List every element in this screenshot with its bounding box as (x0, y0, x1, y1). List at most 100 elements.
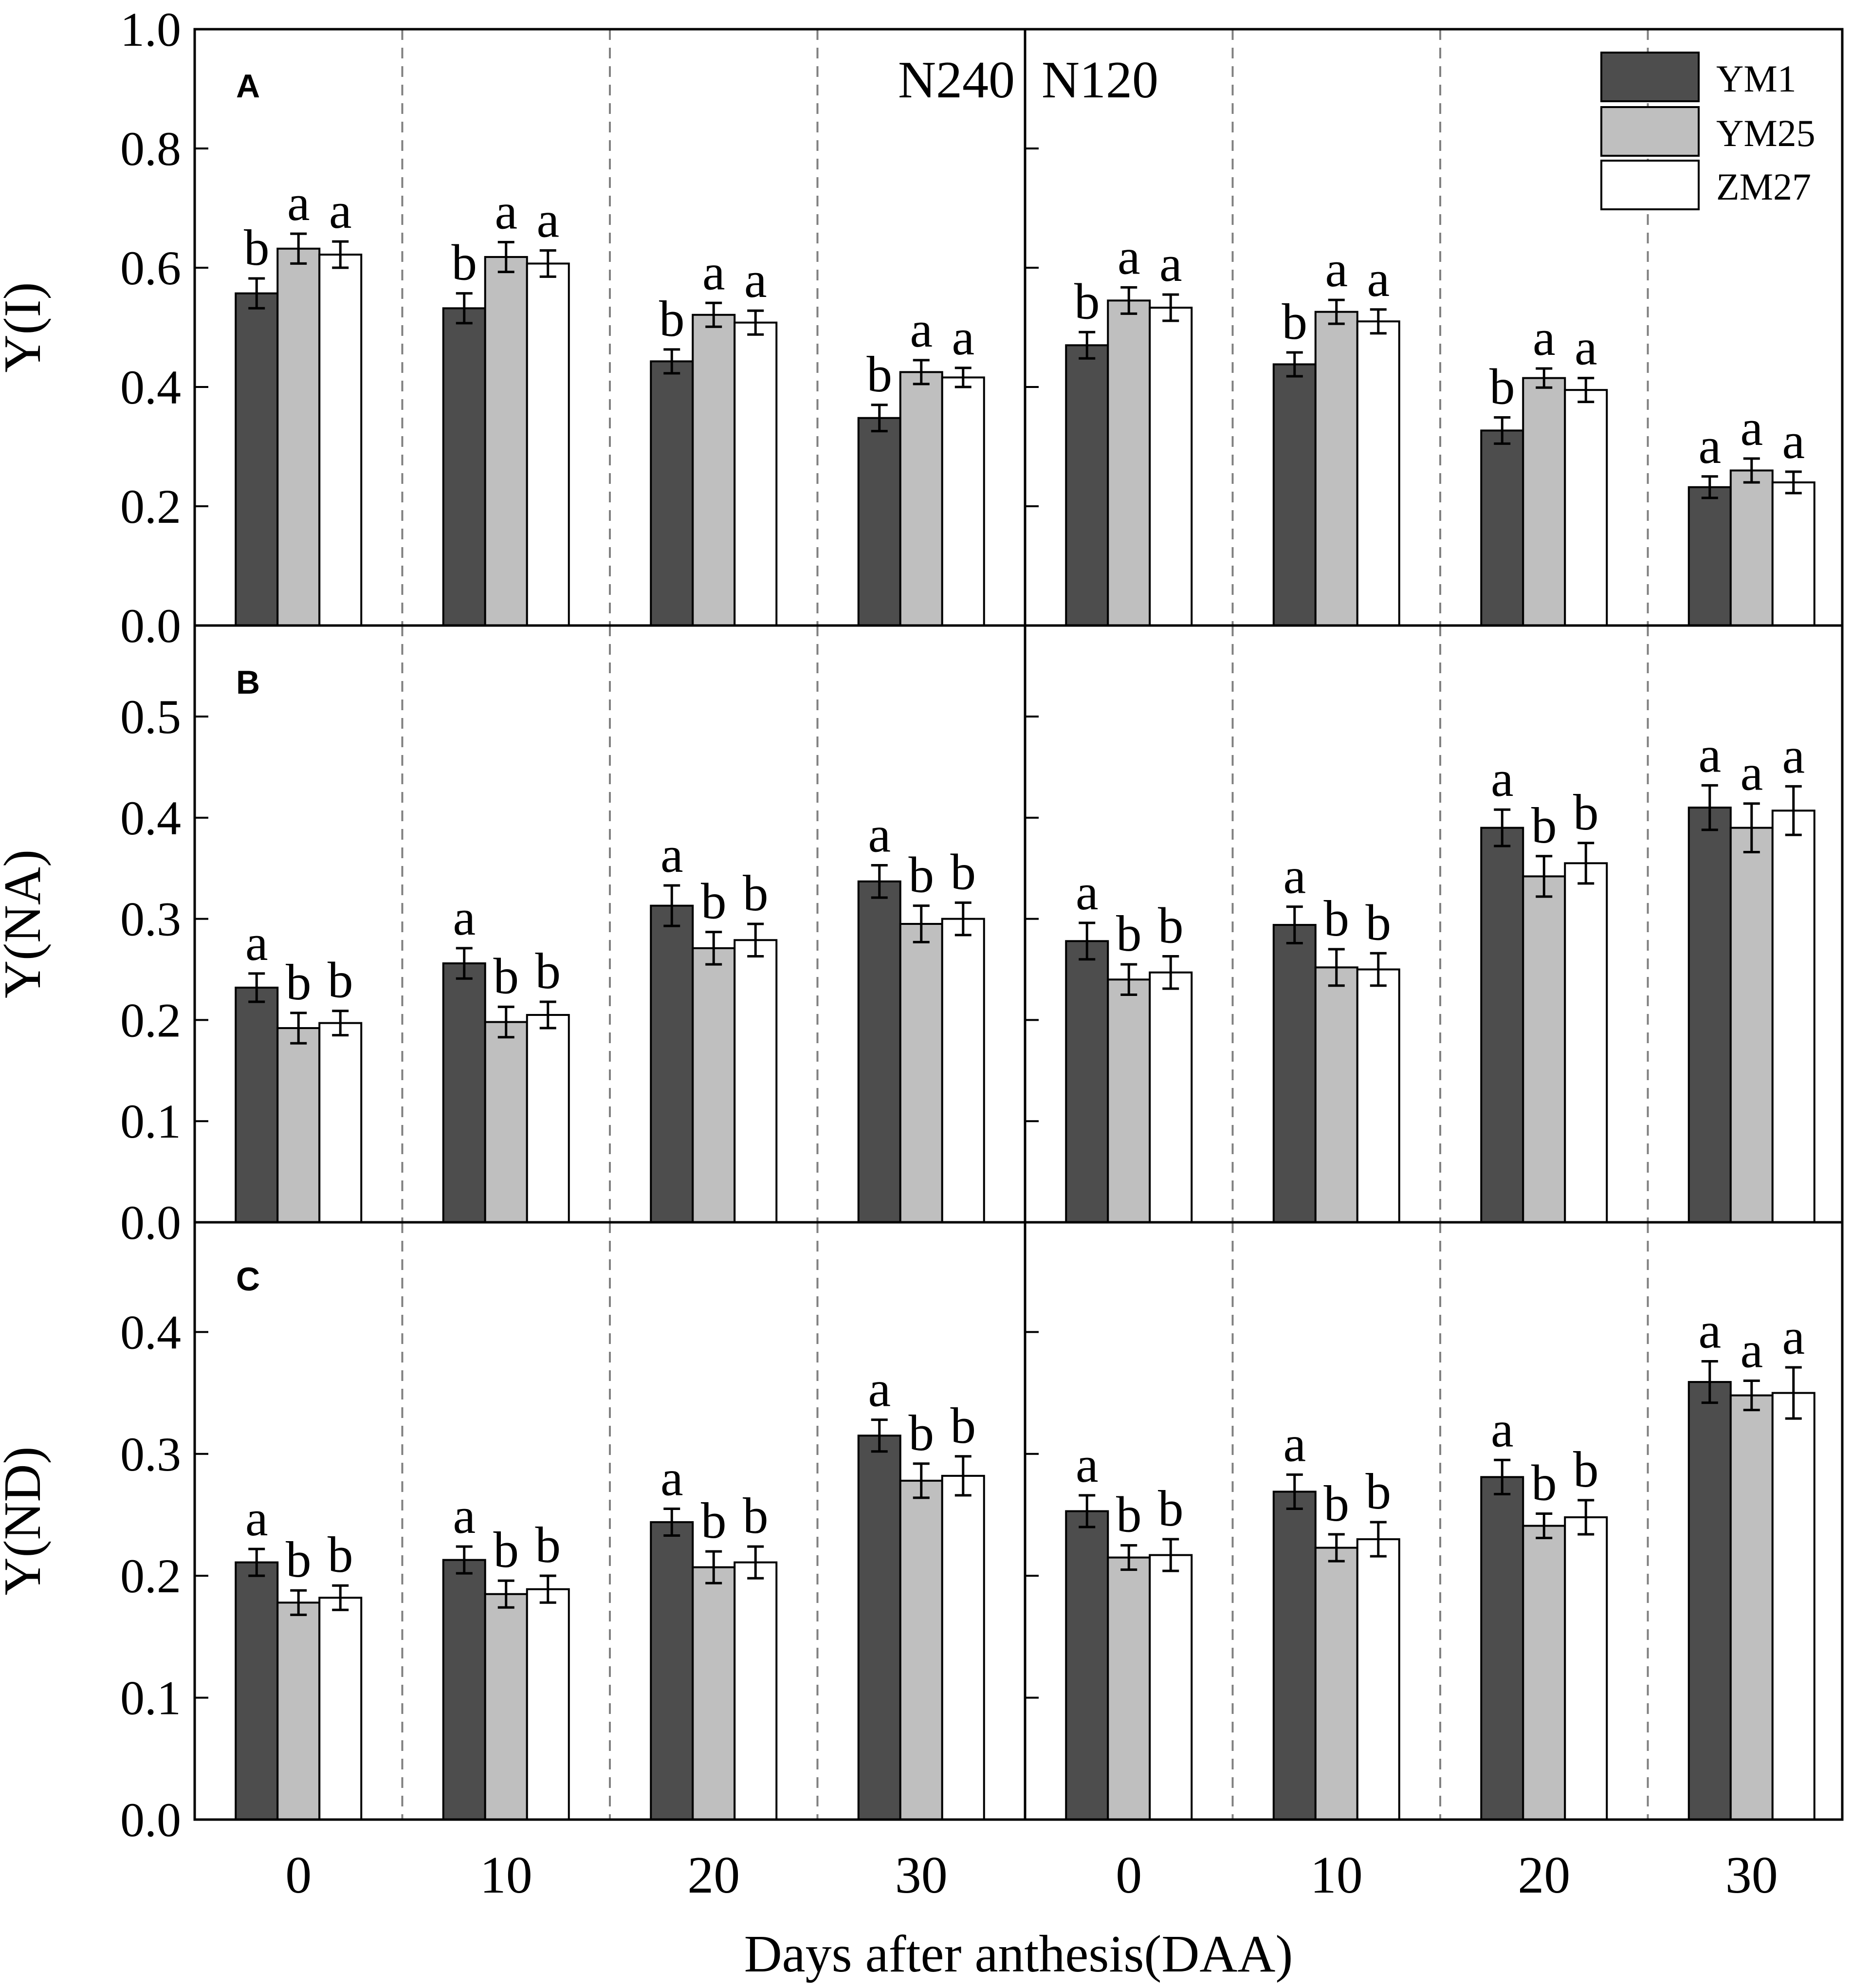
bar-ym1 (650, 1521, 694, 1821)
significance-letter: b (535, 1516, 561, 1573)
significance-letter: a (1575, 319, 1597, 376)
significance-letter: b (1366, 894, 1392, 951)
significance-letter: b (659, 290, 685, 347)
significance-letter: b (951, 1397, 976, 1454)
bar-ym25 (1314, 311, 1358, 626)
significance-letter: a (245, 1490, 268, 1546)
significance-letter: b (1531, 1454, 1557, 1511)
significance-letter: b (951, 843, 976, 900)
bar-zm27 (1564, 862, 1608, 1223)
bar-ym25 (1314, 966, 1358, 1223)
x-tick-label: 20 (687, 1846, 740, 1904)
panel-frame (193, 1221, 1844, 1821)
bar-ym1 (857, 880, 901, 1224)
significance-letter: a (952, 309, 974, 366)
legend-label: YM25 (1716, 112, 1815, 154)
significance-letter: a (1782, 412, 1805, 469)
y-tick-label: 0.0 (120, 599, 181, 653)
bar-ym1 (650, 904, 694, 1223)
significance-letter: a (1782, 1308, 1805, 1365)
y-tick-label: 0.0 (120, 1793, 181, 1847)
significance-letter: a (536, 191, 559, 248)
legend-label: YM1 (1716, 57, 1797, 100)
bar-ym1 (235, 292, 279, 626)
bar-ym1 (235, 986, 279, 1223)
y-tick-label: 0.3 (120, 1427, 181, 1481)
significance-letter: a (660, 1449, 683, 1506)
bar-zm27 (733, 321, 778, 626)
significance-letter: a (1740, 1322, 1763, 1379)
significance-letter: a (868, 806, 891, 863)
significance-letter: a (910, 301, 933, 358)
y-axis-label: Y(I) (0, 282, 52, 373)
significance-letter: a (1118, 228, 1140, 285)
significance-letter: b (743, 865, 769, 921)
x-tick-label: 10 (480, 1846, 532, 1904)
bar-zm27 (1771, 1392, 1815, 1821)
bar-ym1 (1687, 486, 1732, 626)
bar-ym1 (235, 1561, 279, 1821)
bar-zm27 (318, 254, 363, 626)
y-axis-label: Y(NA) (0, 849, 52, 998)
bar-ym1 (1272, 363, 1317, 626)
bar-ym25 (692, 313, 736, 626)
x-tick-label: 20 (1518, 1846, 1570, 1904)
treatment-label: N120 (1042, 51, 1158, 109)
bar-ym1 (1480, 429, 1524, 626)
significance-letter: b (535, 942, 561, 999)
legend-swatch-ym1 (1600, 52, 1700, 102)
bar-ym1 (1480, 827, 1524, 1224)
significance-letter: b (1282, 293, 1308, 350)
significance-letter: b (1158, 1480, 1184, 1537)
bar-ym25 (1729, 827, 1774, 1224)
significance-letter: b (1074, 273, 1100, 330)
bar-zm27 (1771, 810, 1815, 1223)
bar-ym25 (1522, 875, 1566, 1223)
significance-letter: b (701, 1492, 727, 1549)
significance-letter: b (1324, 890, 1350, 947)
bar-ym25 (899, 1479, 943, 1821)
y-tick-label: 0.4 (120, 1305, 181, 1359)
bar-ym1 (442, 962, 486, 1223)
bar-zm27 (526, 1014, 570, 1223)
bar-ym25 (1729, 1394, 1774, 1821)
bar-zm27 (1356, 320, 1400, 626)
y-tick-label: 0.0 (120, 1196, 181, 1250)
significance-letter: b (909, 1404, 935, 1461)
significance-letter: a (1491, 750, 1514, 807)
y-axis-label: Y(ND) (0, 1447, 52, 1596)
bar-ym1 (1065, 1510, 1109, 1821)
significance-letter: b (286, 954, 312, 1011)
bar-ym25 (276, 1601, 321, 1821)
bar-ym25 (484, 1593, 528, 1821)
significance-letter: a (1367, 250, 1390, 307)
significance-letter: a (1740, 399, 1763, 456)
bar-ym25 (276, 247, 321, 626)
x-tick-label: 30 (1725, 1846, 1778, 1904)
y-tick-label: 0.6 (120, 241, 181, 295)
y-tick-label: 0.3 (120, 892, 181, 946)
significance-letter: b (743, 1487, 769, 1544)
bar-ym25 (899, 923, 943, 1223)
bar-ym1 (1272, 924, 1317, 1224)
bar-ym1 (857, 417, 901, 626)
significance-letter: b (452, 234, 477, 291)
y-tick-label: 0.8 (120, 122, 181, 176)
significance-letter: a (287, 174, 310, 231)
significance-letter: a (1076, 1436, 1099, 1493)
bar-zm27 (1564, 389, 1608, 626)
significance-letter: a (1782, 727, 1805, 784)
bar-zm27 (318, 1022, 363, 1223)
significance-letter: b (867, 346, 893, 403)
bar-ym25 (1522, 1525, 1566, 1821)
bar-zm27 (1356, 1538, 1400, 1821)
significance-letter: a (1533, 309, 1556, 366)
significance-letter: a (660, 826, 683, 883)
significance-letter: a (1076, 864, 1099, 920)
y-tick-label: 0.2 (120, 993, 181, 1047)
bar-ym25 (1522, 377, 1566, 626)
significance-letter: b (494, 1521, 519, 1578)
significance-letter: a (744, 251, 767, 308)
bar-ym25 (899, 371, 943, 626)
y-tick-label: 0.1 (120, 1094, 181, 1148)
